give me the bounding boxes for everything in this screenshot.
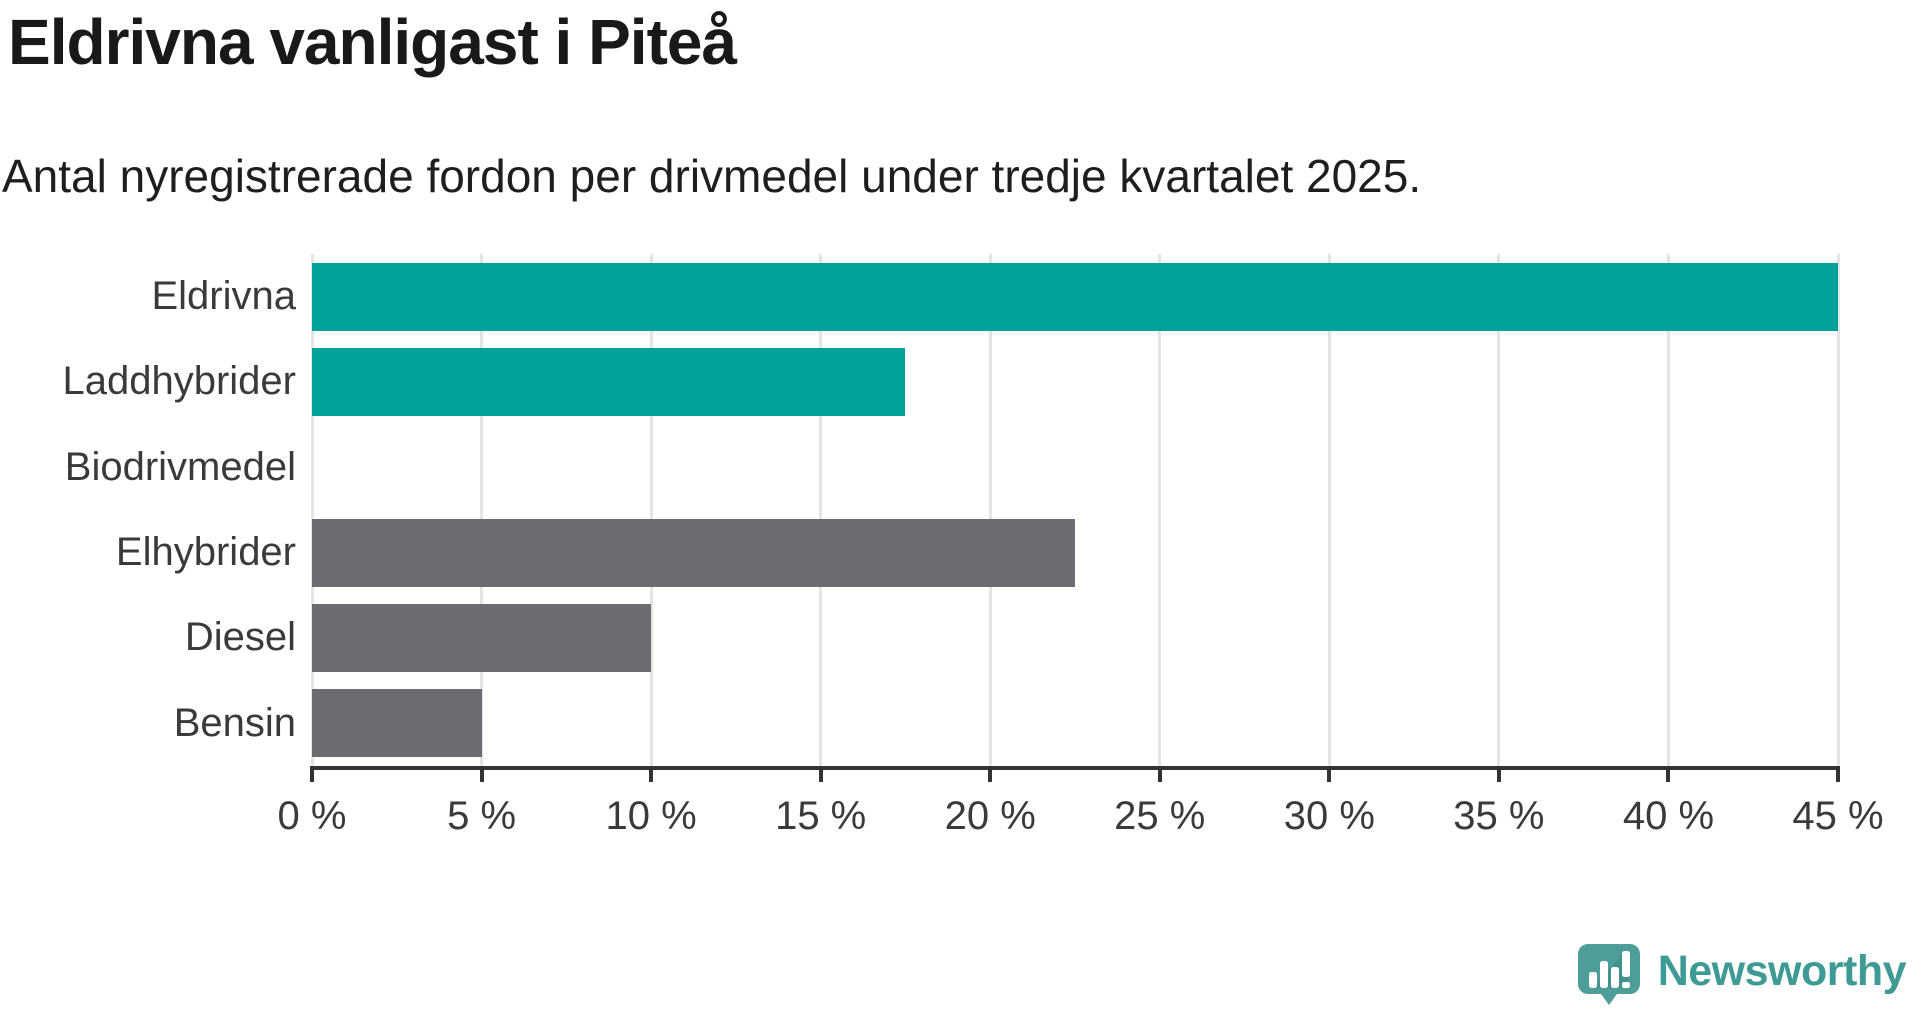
x-axis-tick [1496,766,1501,782]
x-axis-line [310,766,1840,770]
x-tick-label: 5 % [447,794,517,838]
x-axis-tick [1327,766,1332,782]
x-axis-tick [310,766,314,782]
x-axis-tick [1157,766,1162,782]
category-label: Bensin [173,700,296,745]
x-axis-tick [1666,766,1671,782]
x-tick-label: 10 % [605,794,697,838]
x-gridline [1666,254,1670,766]
category-label: Elhybrider [115,530,296,575]
newsworthy-speech-bubble-chart-icon [1577,944,1640,1005]
bar [312,518,1075,587]
x-gridline [310,254,314,766]
x-gridline [819,254,823,766]
x-axis-tick [479,766,484,782]
x-tick-label: 25 % [1114,794,1206,838]
x-tick-label: 45 % [1792,794,1884,838]
x-tick-label: 20 % [944,794,1036,838]
x-gridline [1327,254,1331,766]
bar [312,262,1838,331]
x-gridline [988,254,992,766]
x-axis-tick [988,766,993,782]
x-gridline [1836,254,1840,766]
x-axis-tick [649,766,654,782]
x-tick-label: 35 % [1453,794,1545,838]
category-label: Biodrivmedel [64,444,296,489]
bar [312,348,906,416]
x-gridline [649,254,653,766]
newsworthy-logo-text: Newsworthy [1657,946,1907,995]
category-label: Eldrivna [151,274,296,319]
x-tick-label: 0 % [277,794,347,838]
x-axis-tick [818,766,823,782]
x-gridline [1497,254,1501,766]
chart-subtitle: Antal nyregistrerade fordon per drivmede… [2,150,1422,202]
x-gridline [1158,254,1162,766]
x-tick-label: 40 % [1622,794,1715,838]
x-gridline [480,254,484,766]
category-label: Laddhybrider [62,359,297,404]
bar [312,689,482,758]
newsworthy-logo[interactable]: Newsworthy [1576,942,1907,1006]
category-label: Diesel [184,615,296,660]
chart-title: Eldrivna vanligast i Piteå [8,6,737,78]
x-tick-label: 30 % [1283,794,1375,838]
bar [312,604,652,672]
x-axis-tick [1836,766,1840,782]
x-tick-label: 15 % [775,794,867,838]
